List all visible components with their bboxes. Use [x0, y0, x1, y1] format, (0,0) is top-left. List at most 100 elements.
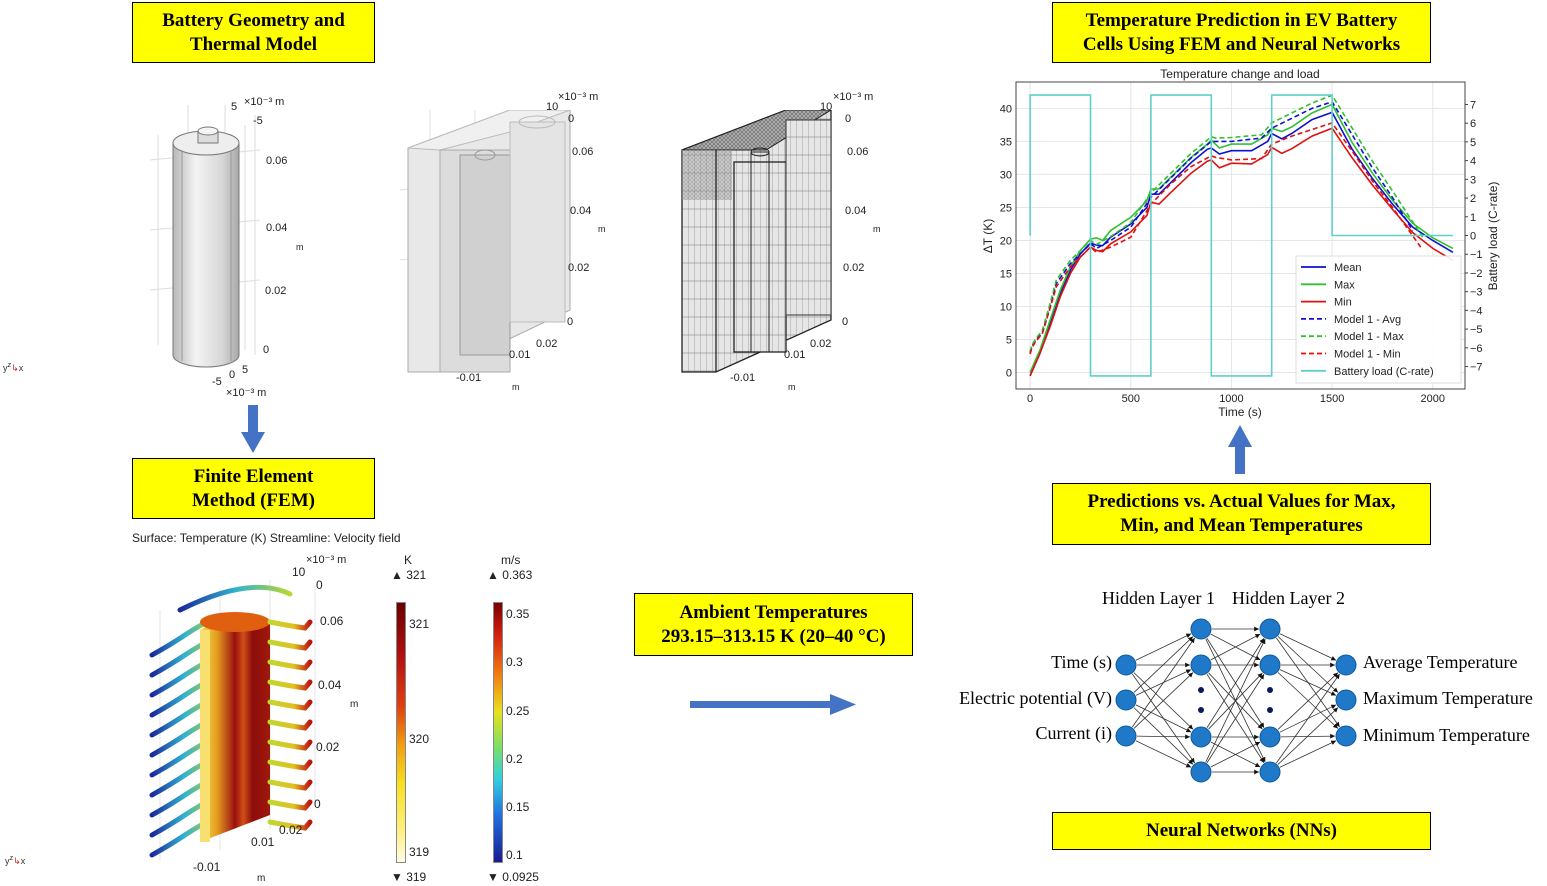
predictions-title: Predictions vs. Actual Values for Max, M…: [1052, 483, 1431, 545]
axis-triad-icon: yz↳x: [3, 360, 24, 373]
mesh-bottom-tick: 0.01: [784, 349, 806, 361]
hidden-layer-1-label: Hidden Layer 1: [1102, 588, 1215, 608]
velocity-tick: 0.3: [506, 655, 523, 669]
series-line-model-1-max: [1029, 94, 1424, 352]
mesh-top-tick: 10: [820, 101, 833, 113]
fem-z-unit: m: [350, 699, 359, 710]
fem-z-tick: 0.04: [318, 678, 342, 692]
output-node: [1335, 725, 1357, 747]
triad-z: z: [7, 360, 12, 369]
mesh-top-tick: 0: [845, 113, 852, 125]
input-label-voltage: Electric potential (V): [959, 688, 1112, 708]
box-top-tick: 0: [568, 113, 575, 125]
fem-temperature-streamline-plot: [149, 580, 316, 860]
hidden1-node: [1190, 726, 1212, 748]
y-tick-label: 40: [1000, 103, 1012, 115]
mesh-z-unit: m: [873, 224, 881, 234]
module-box-geometry: [400, 110, 571, 373]
mesh-bottom-unit: m: [788, 382, 796, 392]
fem-z-tick: 0.06: [320, 614, 344, 628]
fem-bottom-tick: 0.02: [279, 823, 303, 837]
temperature-unit: K: [404, 553, 413, 567]
cell-z-tick: 0.02: [265, 285, 287, 297]
y2-tick-label: 5: [1470, 137, 1476, 149]
cell-z-tick: 0.04: [266, 222, 288, 234]
y2-tick-label: 7: [1470, 99, 1476, 111]
velocity-colorbar: [493, 602, 503, 863]
connection: [1279, 669, 1337, 696]
connection: [1210, 741, 1261, 768]
y2-axis-label: Battery load (C-rate): [1486, 182, 1500, 291]
triad-y: y: [5, 856, 10, 866]
temperature-max: ▲ 321: [391, 568, 427, 582]
mesh-z-tick: 0.06: [847, 146, 869, 158]
box-top-tick: 10: [546, 101, 559, 113]
x-tick-label: 0: [1027, 393, 1033, 405]
streamline: [267, 799, 313, 811]
fem-title: Finite Element Method (FEM): [132, 458, 375, 519]
legend-label: Min: [1334, 297, 1352, 309]
input-label-current: Current (i): [1035, 723, 1112, 743]
streamline: [267, 759, 313, 771]
y2-tick-label: 4: [1470, 156, 1476, 168]
temperature-load-chart: Temperature change and load 0 500 1000 1500…: [981, 67, 1500, 419]
cell-bottom-tick: -5: [212, 376, 222, 388]
y2-tick-label: 6: [1470, 118, 1476, 130]
axis-triad-icon: yz↳x: [5, 853, 26, 866]
mesh-scale-top: ×10⁻³ m: [833, 91, 874, 103]
triad-x: x: [20, 856, 26, 866]
ellipsis-dot: [1267, 707, 1273, 713]
input-label-time: Time (s): [1051, 652, 1112, 672]
fem-bottom-tick: -0.01: [193, 860, 221, 874]
box-bottom-tick: 0.02: [536, 338, 558, 350]
box-z-tick: 0: [567, 316, 574, 328]
connection: [1277, 707, 1339, 765]
box-z-tick: 0.06: [572, 146, 594, 158]
triad-z: z: [9, 853, 14, 862]
triad-x: x: [18, 363, 24, 373]
output-node: [1335, 654, 1357, 676]
arrow-down-icon: [241, 405, 265, 453]
box-z-tick: 0.04: [570, 205, 592, 217]
triad-y: y: [3, 363, 8, 373]
mesh-z-tick: 0.02: [843, 262, 865, 274]
y2-tick-label: −5: [1470, 324, 1483, 336]
connection: [1133, 707, 1194, 765]
fem-top-tick: 0: [316, 578, 323, 592]
geometry-title: Battery Geometry and Thermal Model: [132, 2, 375, 63]
box-z-tick: 0.02: [568, 262, 590, 274]
fem-bottom-unit: m: [257, 873, 266, 884]
y2-tick-label: −6: [1470, 343, 1483, 355]
legend-label: Max: [1334, 279, 1355, 291]
connection: [1277, 672, 1339, 730]
output-label-average: Average Temperature: [1363, 652, 1518, 672]
y2-tick-label: 3: [1470, 174, 1476, 186]
series-line-model-1-min: [1029, 121, 1422, 355]
connection: [1206, 674, 1265, 763]
y2-tick-label: −3: [1470, 287, 1483, 299]
chart-title-text: Temperature Prediction in EV Battery Cel…: [1082, 9, 1401, 55]
cell-top-tick: -5: [253, 115, 263, 127]
arrow-up-icon: [1228, 425, 1252, 474]
input-node: [1115, 654, 1137, 676]
hidden2-node: [1259, 654, 1281, 676]
y2-tick-label: 1: [1470, 212, 1476, 224]
temperature-tick: 321: [409, 617, 430, 631]
connection: [1131, 637, 1196, 728]
legend-label: Battery load (C-rate): [1334, 366, 1434, 378]
cell-scale-top: ×10⁻³ m: [244, 96, 285, 108]
y-tick-label: 25: [1000, 202, 1012, 214]
hidden1-node: [1190, 761, 1212, 783]
fem-caption: Surface: Temperature (K) Streamline: Vel…: [132, 531, 401, 545]
y-tick-label: 20: [1000, 235, 1012, 247]
hidden2-node: [1259, 618, 1281, 640]
ambient-line-2: 293.15–313.15 K (20–40 °C): [661, 625, 886, 647]
cell-bottom-tick: 5: [242, 364, 249, 376]
arrow-right-icon: [690, 694, 856, 715]
streamline: [267, 719, 313, 731]
input-node: [1115, 725, 1137, 747]
output-label-minimum: Minimum Temperature: [1363, 725, 1530, 745]
velocity-min: ▼ 0.0925: [487, 870, 539, 884]
cell-z-unit: m: [296, 242, 304, 252]
